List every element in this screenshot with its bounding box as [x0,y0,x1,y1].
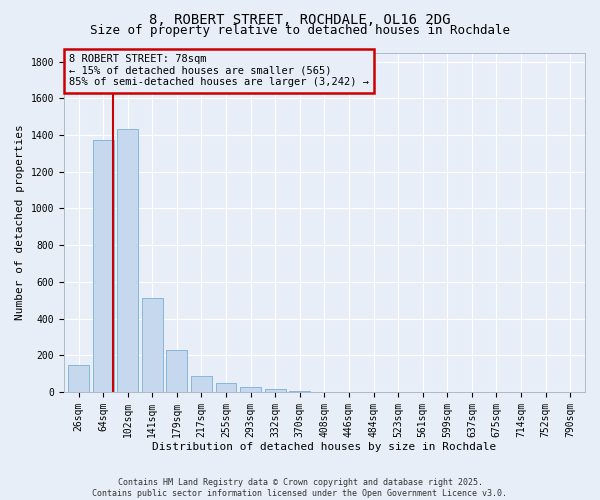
Text: 8 ROBERT STREET: 78sqm
← 15% of detached houses are smaller (565)
85% of semi-de: 8 ROBERT STREET: 78sqm ← 15% of detached… [69,54,369,88]
Bar [166,350,187,392]
Y-axis label: Number of detached properties: Number of detached properties [15,124,25,320]
X-axis label: Distribution of detached houses by size in Rochdale: Distribution of detached houses by size … [152,442,497,452]
Bar [191,376,212,392]
Text: Size of property relative to detached houses in Rochdale: Size of property relative to detached ho… [90,24,510,37]
Bar [265,388,286,392]
Bar [68,365,89,392]
Bar [240,387,261,392]
Bar [142,298,163,392]
Text: Contains HM Land Registry data © Crown copyright and database right 2025.
Contai: Contains HM Land Registry data © Crown c… [92,478,508,498]
Bar [117,128,138,392]
Bar [92,140,113,392]
Bar [215,383,236,392]
Text: 8, ROBERT STREET, ROCHDALE, OL16 2DG: 8, ROBERT STREET, ROCHDALE, OL16 2DG [149,12,451,26]
Bar [289,391,310,392]
